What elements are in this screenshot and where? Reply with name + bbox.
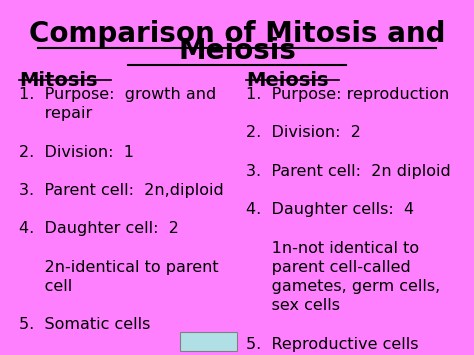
FancyBboxPatch shape	[180, 332, 237, 351]
Text: Meiosis: Meiosis	[178, 37, 296, 65]
Text: 1.  Purpose:  growth and
     repair

2.  Division:  1

3.  Parent cell:  2n,dip: 1. Purpose: growth and repair 2. Divisio…	[19, 87, 224, 332]
Text: 1.  Purpose: reproduction

2.  Division:  2

3.  Parent cell:  2n diploid

4.  D: 1. Purpose: reproduction 2. Division: 2 …	[246, 87, 451, 351]
Text: Mitosis: Mitosis	[19, 71, 98, 90]
Text: Meiosis: Meiosis	[246, 71, 329, 90]
Text: Comparison of Mitosis and: Comparison of Mitosis and	[29, 20, 445, 48]
